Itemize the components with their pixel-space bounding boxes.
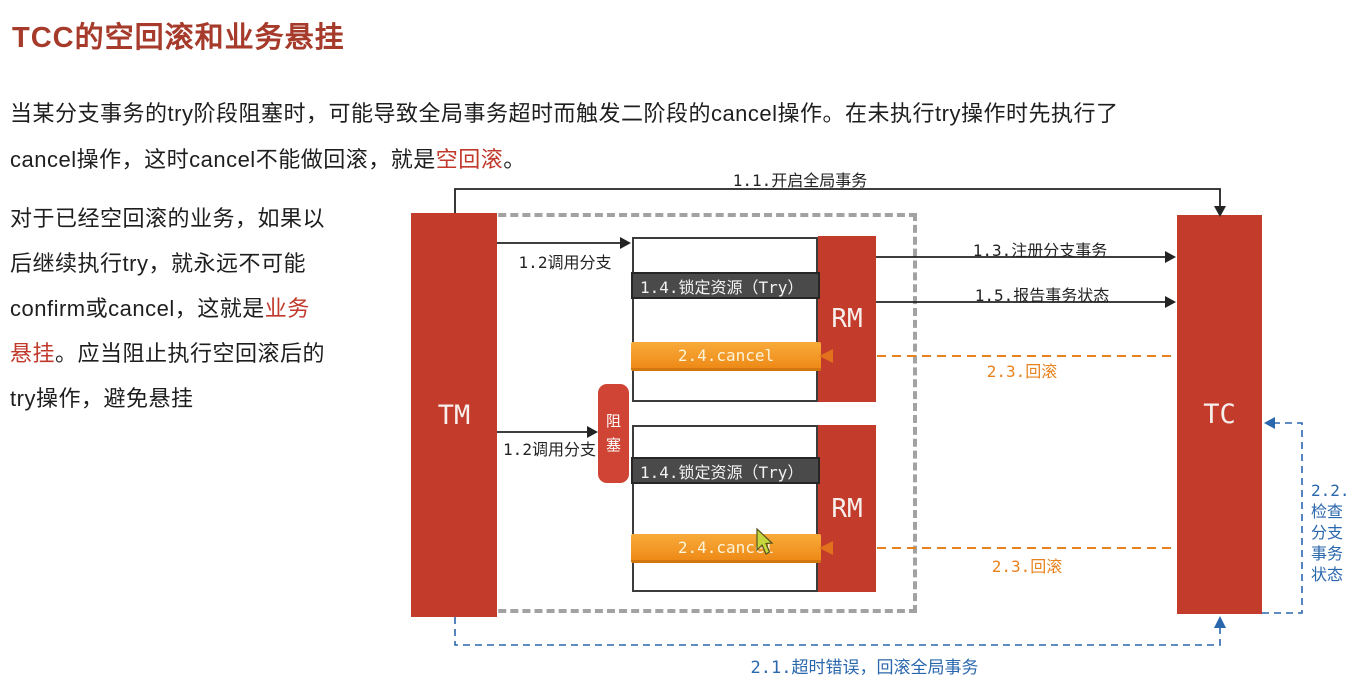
rm1-label: RM: [831, 304, 863, 334]
label-timeout-rollback: 2.1.超时错误，回滚全局事务: [750, 658, 979, 678]
side-note-line-4: 悬挂。应当阻止执行空回滚后的: [10, 336, 325, 368]
label-call-branch2: 1.2调用分支: [503, 440, 596, 459]
arrow-check-branch-line: [1262, 422, 1303, 614]
label-open-global: 1.1.开启全局事务: [732, 171, 868, 190]
label-check-branch-l3: 事务: [1311, 544, 1344, 563]
side-note-line-5-text: try操作，避免悬挂: [10, 386, 194, 411]
label-check-branch-l4: 状态: [1311, 565, 1344, 584]
intro-line-2: cancel操作，这时cancel不能做回滚，就是空回滚。: [10, 142, 526, 174]
rm1-box: RM: [818, 236, 876, 402]
branch2-box: [632, 425, 818, 592]
label-rollback1: 2.3.回滚: [986, 362, 1058, 381]
arrow-check-branch-head: [1264, 417, 1275, 429]
side-note-line-5: try操作，避免悬挂: [10, 381, 193, 413]
side-note-line-1: 对于已经空回滚的业务，如果以: [10, 201, 325, 233]
blocked-label: 阻塞: [605, 412, 621, 454]
label-check-branch-l1: 检查: [1311, 502, 1344, 521]
side-note-keyword-suspend: 悬挂: [10, 341, 56, 366]
page-title: TCC的空回滚和业务悬挂: [12, 22, 345, 54]
arrow-register-branch-head: [1165, 251, 1176, 263]
branch2-cancel-bar: 2.4.cancel: [631, 534, 821, 563]
arrow-report-status-head: [1165, 296, 1176, 308]
label-register-branch: 1.3.注册分支事务: [972, 241, 1108, 260]
tc-box: TC: [1177, 215, 1262, 614]
branch1-cancel-bar: 2.4.cancel: [631, 342, 821, 371]
side-note-line-3: confirm或cancel，这就是业务: [10, 291, 310, 323]
tm-label: TM: [437, 399, 471, 431]
branch1-try-label: 1.4.锁定资源（Try）: [640, 277, 804, 297]
label-report-status: 1.5.报告事务状态: [974, 286, 1110, 305]
side-note-line-1-text: 对于已经空回滚的业务，如果以: [10, 206, 326, 231]
side-note-line-4-text: 。应当阻止执行空回滚后的: [55, 341, 326, 366]
arrow-timeout-rollback-head: [1214, 616, 1226, 628]
branch1-try-bar: 1.4.锁定资源（Try）: [631, 272, 820, 299]
tc-label: TC: [1203, 399, 1236, 430]
intro-keyword-empty-rollback: 空回滚: [435, 147, 504, 172]
branch1-cancel-label: 2.4.cancel: [677, 345, 775, 365]
arrow-open-global-line: [454, 188, 1221, 213]
tm-box: TM: [411, 213, 497, 617]
blocked-pill: 阻塞: [598, 384, 629, 483]
label-rollback2: 2.3.回滚: [991, 557, 1063, 576]
side-note-line-3-text: confirm或cancel，这就是: [10, 296, 265, 321]
side-note-keyword-business: 业务: [264, 296, 310, 321]
rm2-box: RM: [818, 425, 876, 592]
label-check-branch-l0: 2.2.: [1311, 481, 1350, 500]
branch2-try-bar: 1.4.锁定资源（Try）: [631, 457, 820, 484]
label-check-branch: 2.2. 检查 分支 事务 状态: [1311, 480, 1353, 585]
branch1-box: [632, 237, 818, 402]
arrow-timeout-rollback-line: [454, 617, 1221, 646]
label-check-branch-l2: 分支: [1311, 523, 1344, 542]
intro-line-2-period: 。: [503, 147, 526, 172]
intro-line-1: 当某分支事务的try阶段阻塞时，可能导致全局事务超时而触发二阶段的cancel操…: [10, 96, 1118, 128]
intro-line-1-text: 当某分支事务的try阶段阻塞时，可能导致全局事务超时而触发二阶段的cancel操…: [10, 101, 1119, 126]
branch2-try-label: 1.4.锁定资源（Try）: [640, 462, 804, 482]
side-note-line-2-text: 后继续执行try，就永远不可能: [10, 251, 306, 276]
rm2-label: RM: [831, 493, 863, 524]
intro-line-2-text: cancel操作，这时cancel不能做回滚，就是: [10, 147, 436, 172]
label-call-branch1: 1.2调用分支: [518, 253, 612, 272]
side-note-line-2: 后继续执行try，就永远不可能: [10, 246, 306, 278]
branch2-cancel-label: 2.4.cancel: [677, 537, 775, 557]
